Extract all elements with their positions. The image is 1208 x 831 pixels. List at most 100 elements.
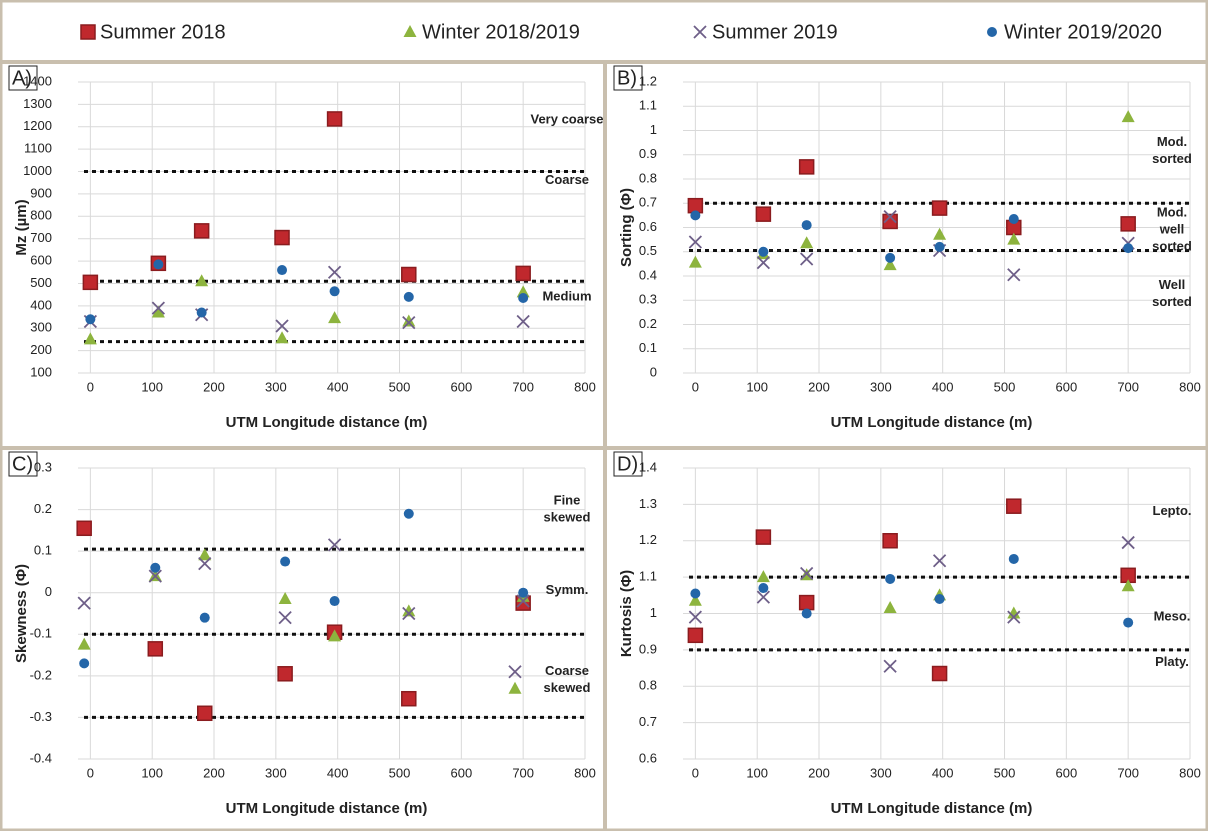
x-tick-label: 600 bbox=[450, 765, 472, 780]
point bbox=[1007, 268, 1021, 282]
y-tick-label: 1200 bbox=[23, 118, 52, 133]
point bbox=[756, 256, 771, 270]
y-tick-label: 0.3 bbox=[34, 459, 52, 474]
point bbox=[195, 274, 209, 287]
y-tick-label: 1.1 bbox=[639, 98, 657, 113]
point bbox=[882, 533, 898, 549]
x-tick-label: 700 bbox=[512, 379, 534, 394]
x-tick-label: 200 bbox=[203, 765, 225, 780]
series bbox=[77, 538, 530, 625]
y-tick-label: 1.4 bbox=[639, 459, 657, 474]
y-tick-label: 0.3 bbox=[639, 292, 657, 307]
y-tick-label: 1.1 bbox=[639, 569, 657, 584]
point bbox=[518, 587, 529, 598]
point bbox=[275, 331, 289, 344]
point bbox=[515, 265, 531, 282]
point bbox=[327, 538, 342, 552]
annotation: Coarse bbox=[545, 172, 589, 187]
annotation: Fine bbox=[554, 493, 581, 508]
x-tick-label: 200 bbox=[203, 379, 225, 394]
point bbox=[147, 641, 164, 657]
point bbox=[1007, 610, 1021, 624]
point bbox=[76, 520, 92, 537]
x-axis-title: UTM Longitude distance (m) bbox=[831, 800, 1033, 817]
legend-item: Winter 2019/2020 bbox=[987, 21, 1162, 43]
y-axis-title: Sorting (Φ) bbox=[618, 188, 635, 267]
point bbox=[148, 569, 162, 583]
annotation: Well bbox=[1159, 277, 1186, 292]
annotation: Meso. bbox=[1154, 609, 1191, 624]
y-tick-label: 0 bbox=[650, 364, 657, 379]
panel-label: D) bbox=[617, 453, 638, 475]
y-tick-label: 1.3 bbox=[639, 496, 657, 511]
point bbox=[688, 235, 703, 249]
y-tick-label: 0 bbox=[45, 584, 52, 599]
annotation: Lepto. bbox=[1153, 503, 1192, 518]
point bbox=[690, 588, 701, 599]
panel-label-box bbox=[8, 65, 38, 91]
point bbox=[329, 596, 340, 607]
point bbox=[275, 319, 289, 333]
point bbox=[401, 266, 417, 283]
point bbox=[197, 705, 213, 722]
point bbox=[756, 570, 770, 583]
x-tick-label: 600 bbox=[1055, 765, 1077, 780]
point bbox=[883, 258, 897, 271]
y-tick-label: 1.2 bbox=[639, 532, 657, 547]
y-tick-label: 800 bbox=[30, 208, 52, 223]
point bbox=[401, 690, 417, 707]
point bbox=[1007, 232, 1021, 245]
annotation: sorted bbox=[1152, 151, 1192, 166]
y-tick-label: 1.2 bbox=[639, 73, 657, 88]
y-tick-label: 100 bbox=[30, 364, 52, 379]
point bbox=[1121, 579, 1135, 592]
legend-label: Summer 2018 bbox=[100, 21, 226, 43]
y-tick-label: 0.9 bbox=[639, 146, 657, 161]
point bbox=[83, 332, 97, 345]
y-tick-label: 900 bbox=[30, 185, 52, 200]
x-tick-label: 800 bbox=[1179, 765, 1201, 780]
series bbox=[688, 535, 1135, 673]
point bbox=[516, 314, 530, 329]
x-tick-label: 300 bbox=[265, 379, 287, 394]
key-marker bbox=[508, 681, 522, 694]
point bbox=[77, 596, 91, 610]
panel-label-box bbox=[613, 451, 643, 477]
panel: C) -0.4 -0.3 -0.2 -0.1 0 0.1 0.2 0.3 0 100 200 300 40… bbox=[8, 451, 596, 817]
legend-item: Summer 2019 bbox=[693, 21, 838, 43]
annotation: sorted bbox=[1152, 294, 1192, 309]
point bbox=[801, 608, 812, 619]
point bbox=[801, 220, 812, 231]
x-tick-label: 100 bbox=[746, 379, 768, 394]
point bbox=[934, 593, 945, 604]
legend-label: Summer 2019 bbox=[712, 21, 838, 43]
panel-label-box bbox=[8, 451, 38, 477]
point bbox=[932, 554, 947, 568]
y-tick-label: 0.6 bbox=[639, 750, 657, 765]
y-tick-label: 1300 bbox=[23, 96, 52, 111]
y-tick-label: 0.8 bbox=[639, 170, 657, 185]
x-axis-title: UTM Longitude distance (m) bbox=[831, 414, 1033, 431]
legend-marker bbox=[693, 25, 707, 39]
point bbox=[883, 659, 897, 673]
point bbox=[151, 305, 165, 318]
x-axis-title: UTM Longitude distance (m) bbox=[226, 414, 428, 431]
series bbox=[687, 159, 1136, 236]
x-tick-label: 500 bbox=[994, 379, 1016, 394]
x-tick-label: 500 bbox=[389, 379, 411, 394]
annotation: Medium bbox=[542, 288, 591, 303]
series bbox=[76, 520, 531, 722]
x-tick-label: 100 bbox=[141, 765, 163, 780]
point bbox=[402, 604, 416, 617]
x-tick-label: 600 bbox=[450, 379, 472, 394]
panel-label: A) bbox=[12, 67, 32, 89]
y-tick-label: 0.7 bbox=[639, 714, 657, 729]
x-tick-label: 200 bbox=[808, 379, 830, 394]
point bbox=[327, 265, 342, 279]
y-tick-label: 0.2 bbox=[639, 316, 657, 331]
y-tick-label: 600 bbox=[30, 253, 52, 268]
x-axis-title: UTM Longitude distance (m) bbox=[226, 800, 428, 817]
point bbox=[196, 307, 207, 318]
y-tick-label: 0.7 bbox=[639, 195, 657, 210]
y-tick-label: -0.1 bbox=[30, 626, 52, 641]
